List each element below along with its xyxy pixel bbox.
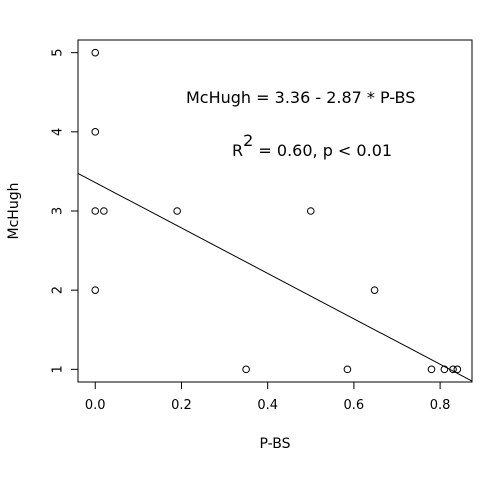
x-axis: 0.0 0.2 0.4 0.6 0.8	[85, 381, 451, 413]
y-axis: 1 2 3 4 5	[51, 49, 79, 373]
data-point	[453, 365, 462, 374]
x-tick-label: 0.0	[85, 398, 106, 413]
data-point	[91, 48, 100, 57]
y-axis-title: McHugh	[6, 183, 22, 240]
y-tick-label: 3	[51, 207, 66, 215]
data-point	[427, 365, 436, 374]
data-point	[173, 207, 181, 215]
y-tick-label: 5	[51, 49, 66, 57]
regression-line	[77, 172, 473, 382]
x-axis-title: P-BS	[260, 436, 291, 452]
y-tick-label: 1	[51, 365, 66, 373]
data-point	[91, 207, 100, 215]
r-label: R	[232, 141, 243, 160]
data-point	[91, 286, 100, 294]
r-superscript: 2	[243, 131, 253, 150]
x-tick-label: 0.4	[257, 398, 278, 413]
x-tick-label: 0.8	[430, 398, 451, 413]
y-tick-label: 4	[51, 128, 66, 136]
data-point	[100, 207, 108, 215]
data-point	[242, 365, 250, 374]
r-squared-annotation: R2 = 0.60, p < 0.01	[232, 131, 392, 160]
data-point	[91, 128, 100, 136]
r-stats: = 0.60, p < 0.01	[253, 141, 392, 160]
x-tick-label: 0.6	[344, 398, 365, 413]
data-point	[306, 207, 315, 215]
y-tick-label: 2	[51, 286, 66, 294]
data-point	[370, 286, 379, 294]
data-point	[343, 365, 352, 374]
x-tick-label: 0.2	[171, 398, 192, 413]
equation-annotation: McHugh = 3.36 - 2.87 * P-BS	[186, 88, 415, 107]
